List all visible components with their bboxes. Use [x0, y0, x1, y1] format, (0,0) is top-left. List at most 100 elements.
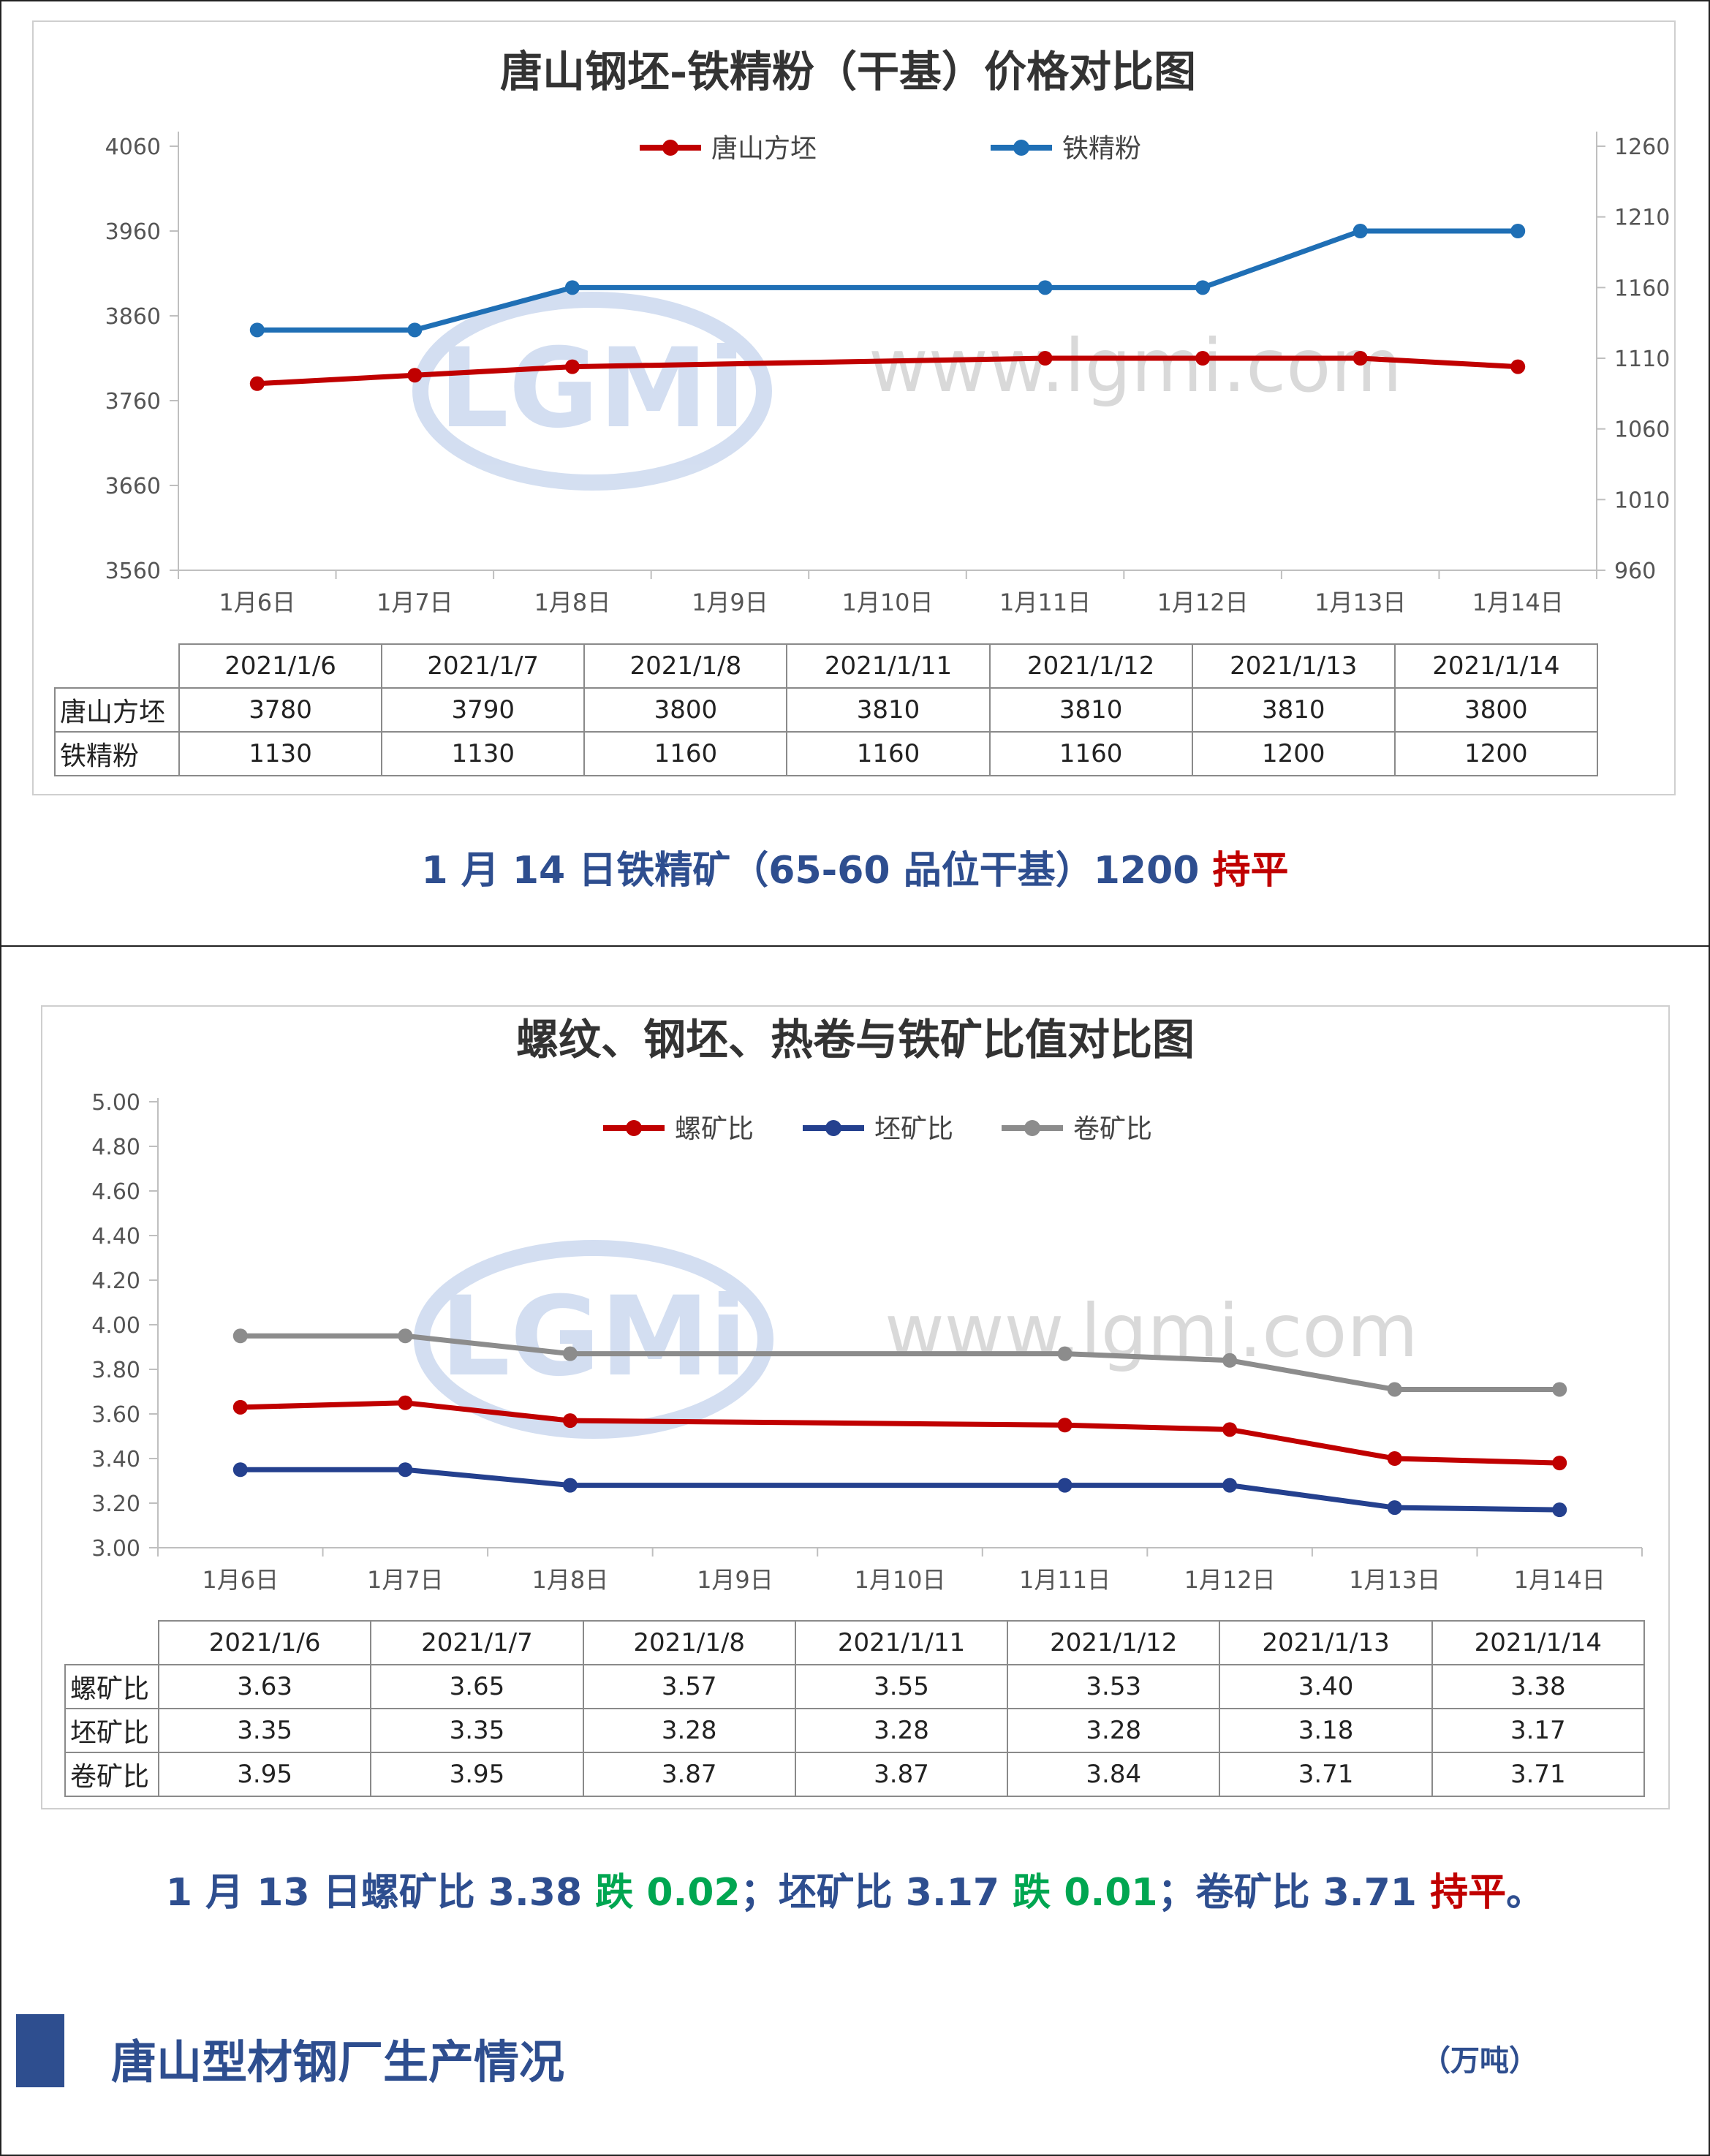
chart1-right-tick-label: 1110 — [1614, 347, 1670, 372]
chart2-x-tick-label: 1月11日 — [1019, 1566, 1111, 1594]
chart2-y-tick-label: 3.00 — [91, 1536, 140, 1562]
table-header-cell: 2021/1/8 — [583, 643, 788, 689]
table-cell: 3.40 — [1219, 1664, 1433, 1709]
series-point-c1-s1 — [249, 322, 265, 338]
chart2-x-tick-label: 1月13日 — [1349, 1566, 1440, 1594]
series-point-c1-s1 — [1195, 280, 1211, 295]
table-header-cell: 2021/1/14 — [1393, 643, 1598, 689]
table-cell: 3.35 — [370, 1708, 584, 1753]
series-point-c1-s0 — [249, 376, 265, 391]
table-cell: 1200 — [1191, 731, 1396, 776]
table-corner — [55, 644, 180, 689]
chart2-x-tick-label: 1月14日 — [1514, 1566, 1605, 1594]
series-point-c1-s1 — [1510, 224, 1526, 238]
table-cell: 3.28 — [794, 1708, 1009, 1753]
series-point-c2-s2 — [562, 1346, 578, 1361]
summary1-text: 1 月 14 日铁精矿（65-60 品位干基）1200 — [421, 849, 1213, 893]
series-point-c1-s0 — [564, 359, 580, 374]
summary2-part4: 。 — [1506, 1871, 1545, 1915]
series-point-c2-s1 — [1057, 1478, 1072, 1493]
summary-ratios: 1 月 13 日螺矿比 3.38 跌 0.02；坯矿比 3.17 跌 0.01；… — [0, 1861, 1710, 1916]
table-header-cell: 2021/1/6 — [178, 643, 383, 689]
legend-marker-c2-1 — [825, 1120, 841, 1136]
summary2-part1: 1 月 13 日螺矿比 3.38 — [165, 1871, 596, 1915]
watermark-logo-text: LGMi — [439, 325, 745, 453]
series-point-c2-s1 — [232, 1462, 248, 1478]
table-header-cell: 2021/1/7 — [370, 1620, 584, 1665]
table-cell: 3.18 — [1219, 1708, 1433, 1753]
table-cell: 3.95 — [157, 1752, 372, 1797]
chart1-right-tick-label: 1210 — [1614, 205, 1670, 231]
chart1-left-tick-label: 3760 — [105, 389, 161, 415]
summary2-part3: ；卷矿比 3.71 — [1157, 1871, 1431, 1915]
legend-marker-c2-0 — [626, 1120, 642, 1136]
series-point-c2-s2 — [398, 1328, 413, 1344]
series-point-c1-s1 — [1037, 280, 1053, 295]
chart1-x-tick-label: 1月10日 — [841, 589, 933, 616]
summary1-status: 持平 — [1212, 849, 1289, 893]
watermark-logo-ring — [412, 292, 772, 491]
chart1-x-tick-label: 1月12日 — [1157, 589, 1249, 616]
chart1-left-tick-label: 3560 — [105, 559, 161, 584]
chart1-price-comparison: LGMi www.lgmi.com 唐山钢坯-铁精粉（干基）价格对比图 4060 396… — [105, 47, 1671, 616]
table-header-cell: 2021/1/8 — [582, 1620, 796, 1665]
table-cell: 3.28 — [1007, 1708, 1221, 1753]
chart2-y-tick-label: 5.00 — [91, 1090, 140, 1116]
series-point-c1-s0 — [1037, 351, 1053, 366]
table-cell: 3.71 — [1431, 1752, 1645, 1797]
table-cell: 3.38 — [1431, 1664, 1645, 1709]
table-header-cell: 2021/1/12 — [988, 643, 1193, 689]
series-point-c1-s1 — [1353, 224, 1368, 238]
chart2-y-tick-label: 4.20 — [91, 1268, 140, 1294]
series-point-c2-s1 — [1222, 1478, 1238, 1493]
chart1-left-tick-label: 3660 — [105, 474, 161, 499]
chart1-x-tick-label: 1月8日 — [534, 589, 611, 616]
chart2-y-tick-label: 3.80 — [91, 1358, 140, 1383]
series-point-c2-s0 — [232, 1399, 248, 1415]
chart2-y-tick-label: 3.20 — [91, 1491, 140, 1517]
chart1-title: 唐山钢坯-铁精粉（干基）价格对比图 — [500, 47, 1196, 97]
series-point-c2-s1 — [1387, 1500, 1402, 1516]
section-unit: （万吨） — [1421, 2044, 1538, 2078]
legend-marker-c1-1 — [1013, 140, 1029, 156]
series-point-c1-s1 — [407, 322, 423, 338]
table-row: 铁精粉 1130 1130 1160 1160 1160 1200 1200 — [54, 731, 1598, 776]
series-line-c1-s1 — [257, 228, 1518, 333]
summary2-coil-change: 持平 — [1430, 1871, 1507, 1915]
series-point-c2-s1 — [398, 1462, 413, 1478]
table-row-label: 坯矿比 — [64, 1708, 159, 1753]
chart2-data-table: 2021/1/6 2021/1/7 2021/1/8 2021/1/11 2021/1/… — [64, 1620, 1645, 1797]
watermark-logo-text: LGMi — [440, 1274, 746, 1401]
table-corner — [65, 1621, 159, 1665]
chart2-x-tick-label: 1月8日 — [532, 1566, 609, 1594]
table-cell: 3790 — [381, 687, 586, 733]
table-cell: 3.87 — [582, 1752, 796, 1797]
series-point-c2-s2 — [1057, 1346, 1072, 1361]
table-row-label: 卷矿比 — [64, 1752, 159, 1797]
chart1-x-tick-label: 1月9日 — [692, 589, 768, 616]
series-line-c2-s1 — [240, 1467, 1560, 1513]
series-point-c2-s1 — [562, 1478, 578, 1493]
table-cell: 3.35 — [157, 1708, 372, 1753]
table-cell: 3810 — [988, 687, 1193, 733]
table-row-label: 唐山方坯 — [54, 687, 180, 733]
table-cell: 3.71 — [1219, 1752, 1433, 1797]
chart2-x-tick-label: 1月10日 — [854, 1566, 945, 1594]
table-cell: 3.28 — [582, 1708, 796, 1753]
section-marker — [16, 2014, 64, 2087]
chart1-x-tick-label: 1月6日 — [219, 589, 295, 616]
table-cell: 3.65 — [370, 1664, 584, 1709]
chart2-x-tick-label: 1月12日 — [1184, 1566, 1276, 1594]
chart1-right-tick-label: 1160 — [1614, 276, 1670, 301]
legend-marker-c1-0 — [662, 140, 678, 156]
table-cell: 3.57 — [582, 1664, 796, 1709]
series-point-c2-s2 — [232, 1328, 248, 1344]
chart1-left-tick-label: 3960 — [105, 219, 161, 245]
series-point-c2-s0 — [1222, 1422, 1238, 1437]
table-cell: 3.17 — [1431, 1708, 1645, 1753]
series-point-c2-s0 — [1552, 1456, 1567, 1471]
table-row-label: 铁精粉 — [54, 731, 180, 776]
series-point-c2-s2 — [1552, 1382, 1567, 1397]
series-point-c2-s0 — [1057, 1418, 1072, 1433]
chart1-x-tick-label: 1月13日 — [1314, 589, 1406, 616]
